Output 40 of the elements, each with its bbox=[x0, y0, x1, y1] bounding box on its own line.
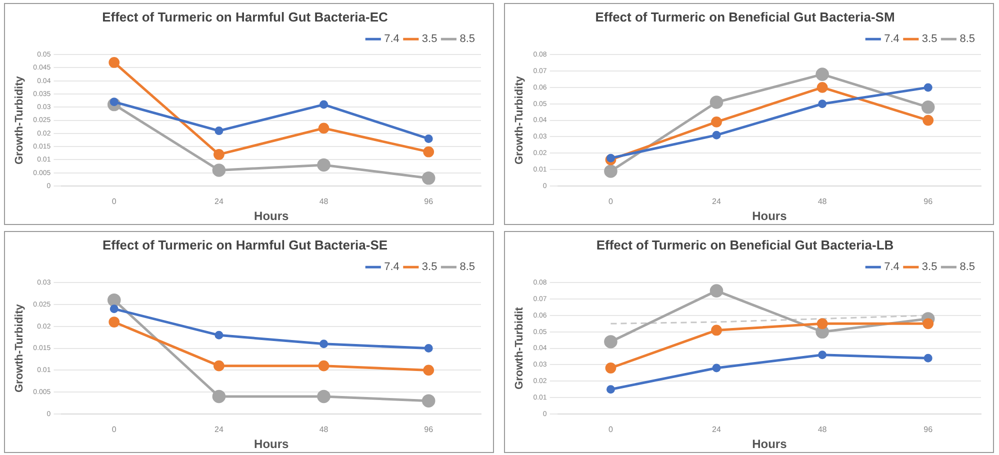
chart-title: Effect of Turmeric on Harmful Gut Bacteria-SE bbox=[102, 237, 388, 252]
x-axis-title: Hours bbox=[752, 209, 788, 224]
legend-label: 8.5 bbox=[460, 33, 476, 46]
x-tick-label: 24 bbox=[214, 197, 224, 206]
x-tick-label: 0 bbox=[608, 197, 614, 206]
x-tick-label: 48 bbox=[818, 197, 828, 206]
x-tick-label: 48 bbox=[319, 425, 329, 434]
legend-label: 7.4 bbox=[384, 33, 400, 46]
legend-label: 8.5 bbox=[960, 261, 976, 274]
legend-label: 7.4 bbox=[884, 33, 900, 46]
x-tick-label: 24 bbox=[712, 425, 722, 434]
x-tick-label: 0 bbox=[112, 197, 117, 206]
x-tick-label: 96 bbox=[424, 197, 434, 206]
legend-label: 8.5 bbox=[960, 33, 976, 46]
y-axis-title: Growth-Turbidit bbox=[514, 306, 526, 390]
x-tick-label: 0 bbox=[112, 425, 117, 434]
chart-title: Effect of Turmeric on Beneficial Gut Bacteria-SM bbox=[595, 9, 895, 24]
legend-label: 7.4 bbox=[384, 261, 400, 274]
x-axis-title: Hours bbox=[254, 437, 290, 452]
legend-label: 3.5 bbox=[422, 33, 438, 46]
chart-title: Effect of Turmeric on Harmful Gut Bacteria-EC bbox=[102, 9, 389, 24]
x-tick-label: 24 bbox=[214, 425, 224, 434]
x-tick-label: 24 bbox=[712, 197, 722, 206]
legend-label: 3.5 bbox=[922, 33, 938, 46]
x-tick-label: 96 bbox=[924, 425, 934, 434]
x-axis-title: Hours bbox=[752, 437, 788, 452]
y-axis-title: Growth-Turbidity bbox=[14, 75, 26, 165]
x-tick-label: 48 bbox=[818, 425, 828, 434]
legend-label: 3.5 bbox=[422, 261, 438, 274]
chart-title: Effect of Turmeric on Beneficial Gut Bacteria-LB bbox=[596, 237, 894, 252]
x-tick-label: 0 bbox=[608, 425, 614, 434]
y-axis-title: Growth-Turbidity bbox=[14, 303, 26, 393]
legend-label: 8.5 bbox=[460, 261, 476, 274]
x-axis-title: Hours bbox=[254, 209, 290, 224]
x-tick-label: 96 bbox=[924, 197, 934, 206]
legend-label: 7.4 bbox=[884, 261, 900, 274]
y-axis-title: Growth-Turbidity bbox=[514, 75, 526, 165]
x-tick-label: 48 bbox=[319, 197, 329, 206]
legend-label: 3.5 bbox=[922, 261, 938, 274]
x-tick-label: 96 bbox=[424, 425, 434, 434]
